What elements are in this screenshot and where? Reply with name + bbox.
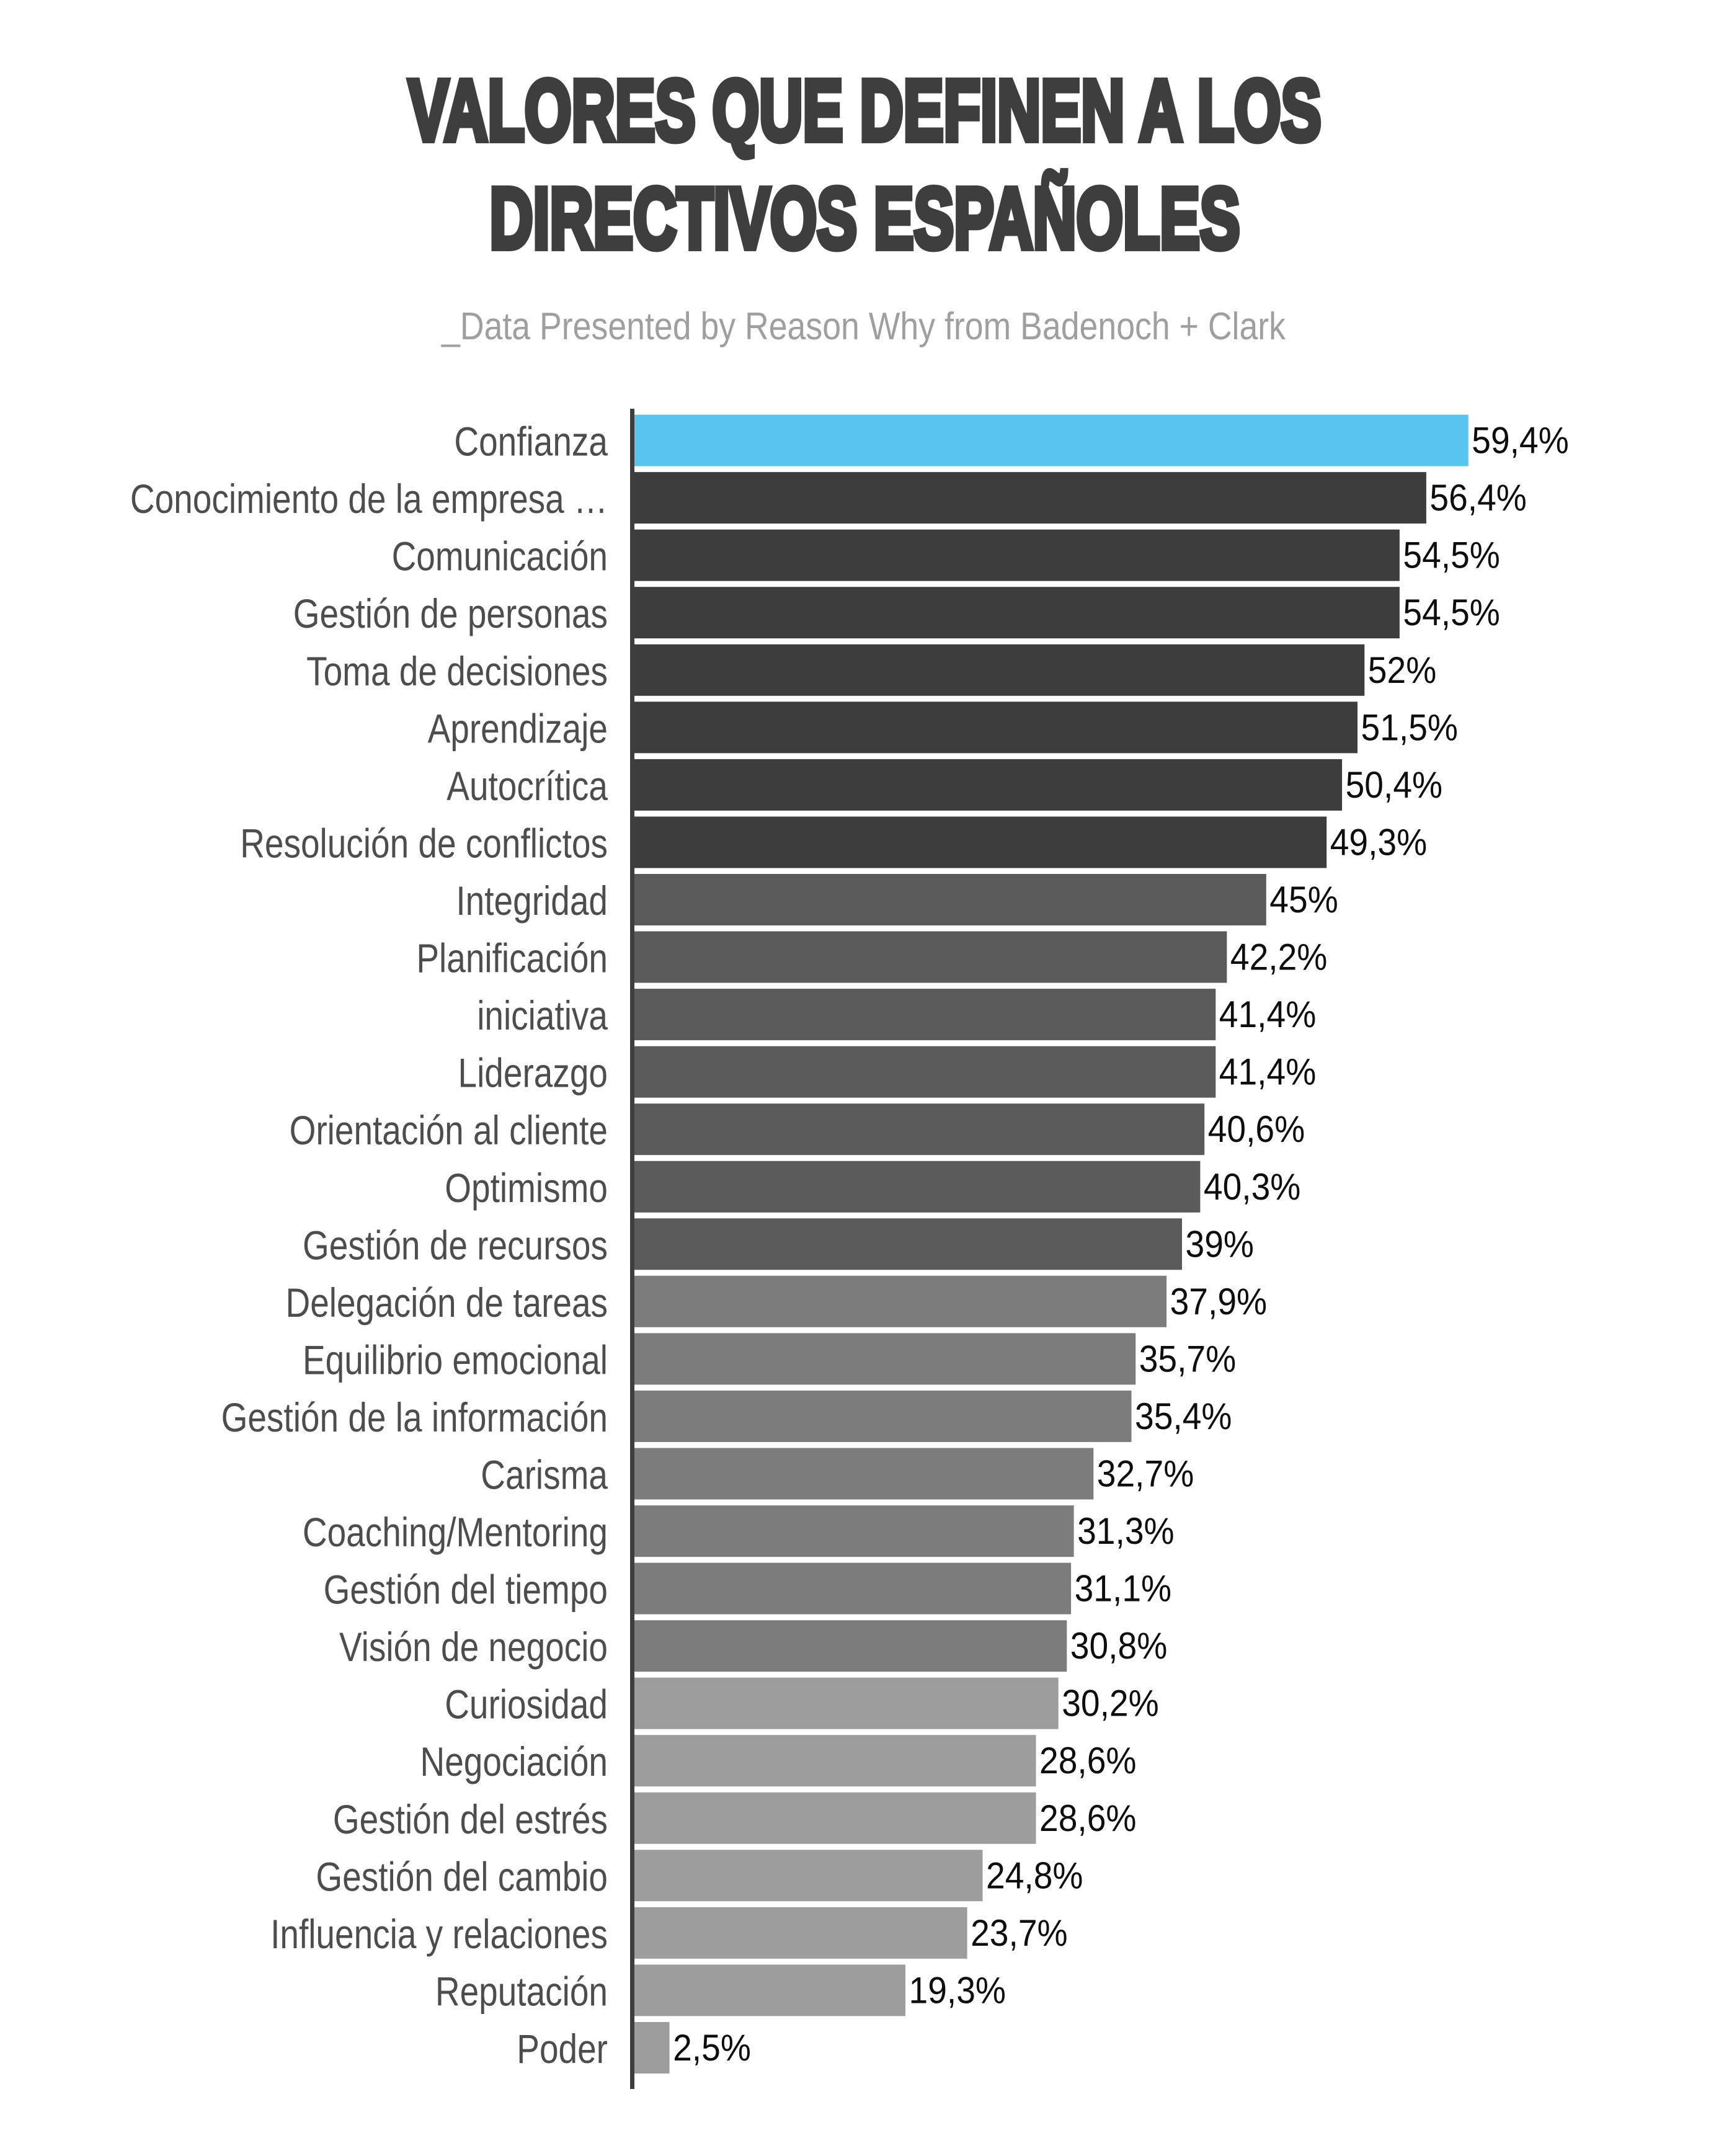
svg-text:32,7%: 32,7% (1097, 1453, 1194, 1495)
svg-text:41,4%: 41,4% (1219, 1051, 1317, 1093)
svg-text:Optimismo: Optimismo (445, 1165, 608, 1211)
svg-text:Confianza: Confianza (454, 419, 608, 465)
svg-text:Planificación: Planificación (416, 935, 608, 981)
svg-text:40,3%: 40,3% (1204, 1166, 1300, 1208)
svg-text:40,6%: 40,6% (1208, 1108, 1305, 1150)
svg-text:37,9%: 37,9% (1170, 1281, 1268, 1322)
svg-text:28,6%: 28,6% (1039, 1797, 1137, 1839)
svg-text:52%: 52% (1368, 649, 1437, 691)
svg-text:24,8%: 24,8% (986, 1855, 1083, 1896)
svg-text:23,7%: 23,7% (971, 1912, 1068, 1954)
svg-text:Gestión de recursos: Gestión de recursos (303, 1222, 608, 1268)
svg-text:50,4%: 50,4% (1346, 764, 1443, 806)
svg-text:Equilibrio emocional: Equilibrio emocional (303, 1337, 608, 1383)
svg-text:Liderazgo: Liderazgo (458, 1050, 608, 1096)
svg-text:Toma de decisiones: Toma de decisiones (306, 648, 608, 694)
svg-text:Poder: Poder (517, 2026, 608, 2072)
svg-text:45%: 45% (1269, 879, 1338, 920)
svg-text:Conocimiento de la empresa …: Conocimiento de la empresa … (130, 476, 608, 522)
svg-text:Reputación: Reputación (435, 1968, 608, 2014)
svg-text:Curiosidad: Curiosidad (445, 1682, 608, 1727)
svg-text:Aprendizaje: Aprendizaje (428, 705, 608, 751)
svg-text:Carisma: Carisma (481, 1452, 608, 1498)
svg-text:49,3%: 49,3% (1330, 822, 1428, 863)
svg-text:19,3%: 19,3% (909, 1969, 1006, 2011)
svg-text:Gestión del estrés: Gestión del estrés (333, 1796, 608, 1842)
svg-text:42,2%: 42,2% (1230, 937, 1327, 978)
svg-text:41,4%: 41,4% (1219, 994, 1317, 1035)
svg-text:28,6%: 28,6% (1039, 1740, 1137, 1781)
svg-text:Coaching/Mentoring: Coaching/Mentoring (303, 1509, 608, 1555)
svg-text:Gestión de la información: Gestión de la información (221, 1394, 608, 1440)
svg-text:DIRECTIVOS ESPAÑOLES: DIRECTIVOS ESPAÑOLES (490, 170, 1240, 267)
svg-text:Integridad: Integridad (456, 878, 608, 924)
svg-text:39%: 39% (1186, 1223, 1255, 1265)
svg-text:30,8%: 30,8% (1070, 1625, 1168, 1667)
svg-text:Autocrítica: Autocrítica (447, 763, 608, 809)
svg-text:51,5%: 51,5% (1361, 706, 1459, 748)
svg-text:35,7%: 35,7% (1139, 1338, 1237, 1379)
svg-text:31,1%: 31,1% (1075, 1568, 1172, 1610)
svg-text:Gestión del cambio: Gestión del cambio (316, 1853, 608, 1899)
svg-text:54,5%: 54,5% (1403, 535, 1500, 576)
svg-text:31,3%: 31,3% (1077, 1510, 1175, 1552)
svg-text:Resolución de conflictos: Resolución de conflictos (240, 821, 608, 866)
svg-text:Delegación de tareas: Delegación de tareas (286, 1280, 608, 1325)
svg-text:iniciativa: iniciativa (477, 992, 608, 1038)
svg-text:Comunicación: Comunicación (392, 533, 608, 579)
svg-text:Orientación al cliente: Orientación al cliente (290, 1107, 608, 1153)
svg-text:2,5%: 2,5% (673, 2027, 751, 2069)
svg-text:30,2%: 30,2% (1062, 1683, 1159, 1724)
svg-text:Visión de negocio: Visión de negocio (339, 1624, 608, 1670)
svg-text:VALORES QUE DEFINEN A LOS: VALORES QUE DEFINEN A LOS (409, 62, 1322, 159)
svg-text:_Data Presented by Reason Why: _Data Presented by Reason Why from Baden… (441, 305, 1286, 348)
svg-text:56,4%: 56,4% (1429, 477, 1527, 519)
svg-text:Influencia y relaciones: Influencia y relaciones (270, 1911, 608, 1957)
svg-text:35,4%: 35,4% (1135, 1396, 1232, 1437)
svg-text:59,4%: 59,4% (1472, 420, 1569, 461)
svg-text:Negociación: Negociación (420, 1739, 608, 1784)
svg-text:Gestión de personas: Gestión de personas (293, 590, 608, 636)
svg-text:54,5%: 54,5% (1403, 592, 1500, 633)
svg-text:Gestión del tiempo: Gestión del tiempo (324, 1567, 608, 1613)
